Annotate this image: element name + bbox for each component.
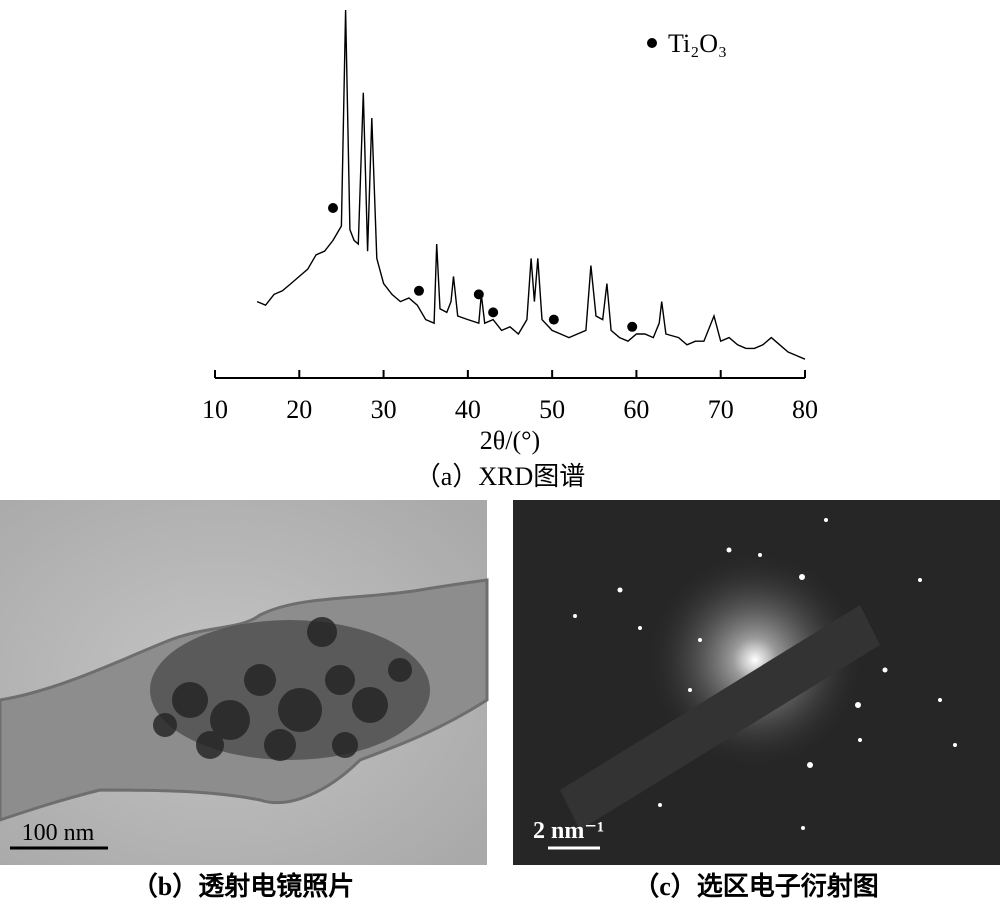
ti2o3-marker (413, 285, 424, 296)
x-tick-label: 50 (539, 395, 565, 424)
x-tick-label: 30 (371, 395, 397, 424)
x-tick-label: 70 (708, 395, 734, 424)
xrd-chart: 2θ/(°) （a）XRD图谱 Ti₂O₃ 10 20 30 40 50 60 70 80 (202, 9, 818, 491)
ti2o3-marker (488, 307, 499, 318)
ti2o3-marker (328, 203, 338, 213)
xrd-line (256, 9, 806, 360)
x-tick-label: 20 (286, 395, 312, 424)
caption: （c）选区电子衍射图 (633, 872, 879, 901)
saed-image: 2 nm⁻¹ （c）选区电子衍射图 (513, 500, 1000, 901)
scale-bar-label: 2 nm⁻¹ (533, 818, 604, 844)
tem-image: 100 nm （b）透射电镜照片 (0, 500, 489, 901)
ti2o3-marker (473, 289, 484, 300)
x-tick-label: 40 (455, 395, 481, 424)
legend-marker (647, 38, 657, 48)
legend-label: Ti₂O₃ (668, 29, 727, 58)
x-tick-label: 10 (202, 395, 228, 424)
caption: （b）透射电镜照片 (132, 871, 354, 901)
ti2o3-marker (627, 321, 638, 332)
x-tick-label: 80 (792, 395, 818, 424)
caption: （a）XRD图谱 (415, 462, 585, 491)
ti2o3-marker (548, 314, 559, 325)
x-axis-label: 2θ/(°) (480, 426, 540, 455)
scale-bar-label: 100 nm (22, 820, 95, 846)
x-tick-label: 60 (623, 395, 649, 424)
